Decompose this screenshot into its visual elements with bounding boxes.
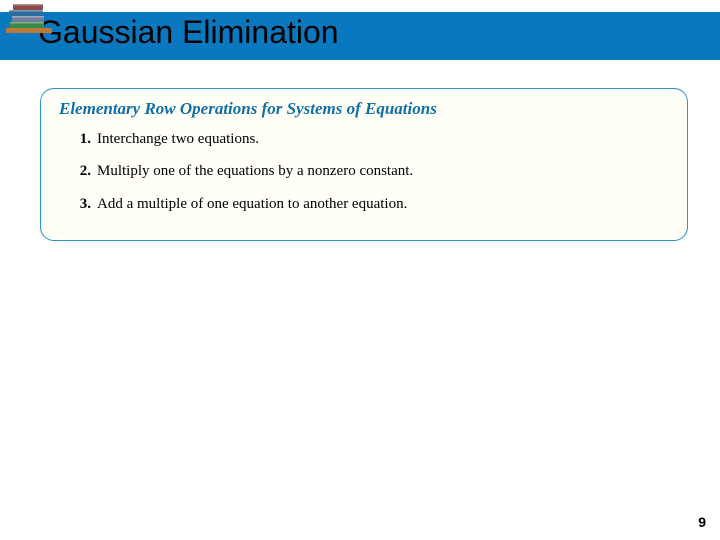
books-icon xyxy=(6,0,52,34)
title-bar: Gaussian Elimination xyxy=(0,12,720,60)
list-item-number: 2. xyxy=(73,161,91,181)
list-item-number: 1. xyxy=(73,129,91,149)
page-title: Gaussian Elimination xyxy=(38,14,339,51)
list-item: 1. Interchange two equations. xyxy=(73,129,669,149)
page-number: 9 xyxy=(698,514,706,530)
list-item-number: 3. xyxy=(73,194,91,214)
operations-list: 1. Interchange two equations. 2. Multiply … xyxy=(59,129,669,214)
list-item: 2. Multiply one of the equations by a non… xyxy=(73,161,669,181)
list-item-text: Add a multiple of one equation to anothe… xyxy=(97,196,407,212)
content-box: Elementary Row Operations for Systems of… xyxy=(40,88,688,241)
slide: Gaussian Elimination Elementary Row Oper… xyxy=(0,0,720,540)
box-heading: Elementary Row Operations for Systems of… xyxy=(59,99,669,119)
list-item: 3. Add a multiple of one equation to anot… xyxy=(73,194,669,214)
list-item-text: Interchange two equations. xyxy=(97,131,259,147)
list-item-text: Multiply one of the equations by a nonze… xyxy=(97,163,413,179)
